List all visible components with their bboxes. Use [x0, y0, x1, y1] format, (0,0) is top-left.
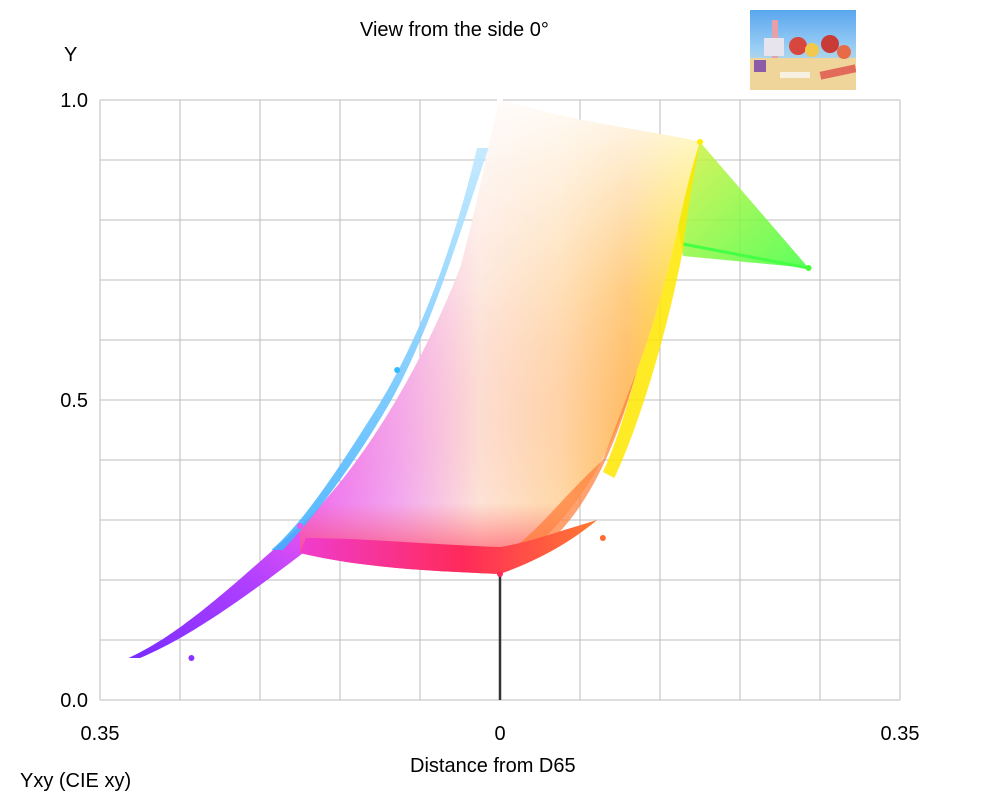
y-tick-label: 0.5: [60, 390, 88, 412]
key-point-white: [497, 97, 503, 103]
key-point-orange: [599, 535, 606, 541]
x-tick-label: 0: [494, 723, 505, 745]
green-wing: [677, 142, 809, 268]
violet-tail: [128, 526, 323, 658]
cyan-ridge: [271, 148, 489, 550]
source-image-thumbnail: [750, 10, 856, 90]
green-edge: [682, 242, 809, 270]
y-tick-label: 1.0: [60, 90, 88, 112]
x-axis-label: Distance from D65: [410, 755, 576, 777]
x-tick-label: 0.35: [81, 723, 120, 745]
chart-title: View from the side 0°: [360, 19, 549, 41]
gamut-cloud: [128, 97, 812, 661]
key-point-red: [497, 571, 503, 577]
y-axis-label: Y: [64, 44, 78, 66]
red-base: [300, 520, 598, 574]
x-tick-label: 0.35: [881, 723, 920, 745]
color-space-caption: Yxy (CIE xy): [20, 770, 132, 792]
key-point-violet: [188, 655, 195, 661]
key-point-magenta: [297, 523, 303, 529]
gamut-shading: [300, 100, 700, 574]
tick-labels: 0.35 0 0.35 0.0 0.5 1.0: [60, 90, 919, 745]
y-tick-label: 0.0: [60, 690, 88, 712]
key-point-green: [805, 265, 812, 271]
yellow-edge: [602, 142, 700, 478]
key-point-cyan: [394, 367, 401, 373]
key-point-yellow: [697, 139, 703, 145]
